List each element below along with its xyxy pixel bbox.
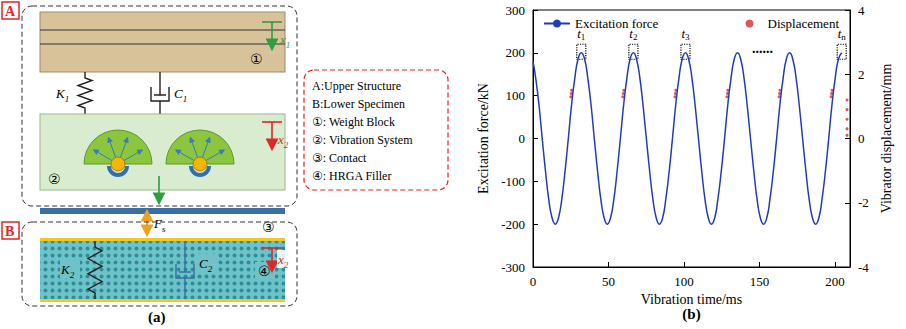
svg-text:t: t bbox=[837, 26, 842, 42]
svg-text:C1: C1 bbox=[174, 86, 187, 104]
svg-text:③: Contact: ③: Contact bbox=[312, 151, 367, 165]
svg-text:100: 100 bbox=[674, 274, 694, 289]
svg-text:2: 2 bbox=[858, 67, 865, 82]
svg-text:B:Lower Specimen: B:Lower Specimen bbox=[312, 97, 405, 111]
svg-text:150: 150 bbox=[750, 274, 770, 289]
svg-text:0: 0 bbox=[530, 274, 537, 289]
svg-text:Vibration time/ms: Vibration time/ms bbox=[641, 292, 742, 307]
svg-text:n: n bbox=[841, 32, 846, 42]
svg-text:x2: x2 bbox=[277, 132, 289, 150]
svg-text:K2: K2 bbox=[60, 262, 75, 280]
svg-text:②: ② bbox=[48, 172, 61, 187]
svg-text:Fs: Fs bbox=[153, 216, 166, 234]
svg-text:50: 50 bbox=[602, 274, 615, 289]
svg-text:100: 100 bbox=[506, 88, 526, 103]
svg-text:4: 4 bbox=[858, 3, 865, 18]
svg-text:0: 0 bbox=[519, 131, 526, 146]
svg-text:A: A bbox=[5, 4, 16, 19]
svg-text:200: 200 bbox=[825, 274, 845, 289]
svg-text:0: 0 bbox=[858, 131, 865, 146]
svg-text:④: ④ bbox=[258, 264, 271, 279]
svg-text:......: ...... bbox=[752, 41, 773, 56]
svg-text:1: 1 bbox=[581, 32, 586, 42]
svg-text:C2: C2 bbox=[199, 256, 213, 274]
svg-text:①: Weight Block: ①: Weight Block bbox=[312, 115, 395, 129]
svg-text:-4: -4 bbox=[858, 260, 869, 275]
html-text:(b): (b) bbox=[682, 306, 701, 322]
svg-text:-300: -300 bbox=[501, 260, 525, 275]
svg-text:B: B bbox=[5, 224, 14, 239]
svg-text:2: 2 bbox=[633, 32, 638, 42]
svg-text:-100: -100 bbox=[501, 174, 525, 189]
svg-text:(a): (a) bbox=[148, 309, 166, 326]
svg-text:④: HRGA Filler: ④: HRGA Filler bbox=[312, 169, 391, 183]
svg-text:t: t bbox=[681, 26, 685, 42]
svg-text:③: ③ bbox=[262, 220, 275, 235]
svg-text:A:Upper Structure: A:Upper Structure bbox=[312, 79, 401, 93]
svg-text:Vibrator displacement/mm: Vibrator displacement/mm bbox=[879, 64, 894, 214]
svg-text:300: 300 bbox=[506, 3, 526, 18]
svg-text:x1: x1 bbox=[279, 32, 290, 50]
svg-text:K1: K1 bbox=[55, 86, 69, 104]
svg-text:-200: -200 bbox=[501, 217, 525, 232]
svg-text:3: 3 bbox=[685, 32, 690, 42]
svg-text:Displacement: Displacement bbox=[768, 16, 840, 31]
svg-text:②: Vibration System: ②: Vibration System bbox=[312, 133, 413, 147]
svg-text:①: ① bbox=[250, 52, 263, 67]
svg-text:200: 200 bbox=[506, 45, 526, 60]
svg-text:Excitation force/kN: Excitation force/kN bbox=[476, 83, 491, 194]
svg-text:Excitation force: Excitation force bbox=[575, 16, 659, 31]
svg-text:-2: -2 bbox=[858, 195, 869, 210]
svg-text:x2: x2 bbox=[277, 252, 289, 270]
